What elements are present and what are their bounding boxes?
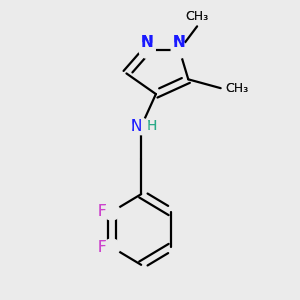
- Text: CH₃: CH₃: [185, 11, 209, 23]
- Text: N: N: [141, 35, 153, 50]
- Text: H: H: [146, 119, 157, 134]
- Circle shape: [133, 118, 149, 135]
- Text: CH₃: CH₃: [225, 82, 248, 95]
- Text: N: N: [130, 119, 142, 134]
- Text: F: F: [98, 240, 106, 255]
- Text: N: N: [173, 35, 186, 50]
- Text: CH₃: CH₃: [225, 82, 248, 95]
- Text: CH₃: CH₃: [185, 11, 209, 23]
- Text: N: N: [130, 119, 142, 134]
- Text: H: H: [146, 119, 157, 134]
- Circle shape: [103, 204, 120, 220]
- Text: F: F: [98, 240, 106, 255]
- Text: F: F: [98, 204, 106, 219]
- Text: N: N: [173, 35, 186, 50]
- Circle shape: [171, 42, 188, 58]
- Circle shape: [103, 239, 120, 255]
- Circle shape: [139, 42, 155, 58]
- Text: F: F: [98, 204, 106, 219]
- Text: N: N: [141, 35, 153, 50]
